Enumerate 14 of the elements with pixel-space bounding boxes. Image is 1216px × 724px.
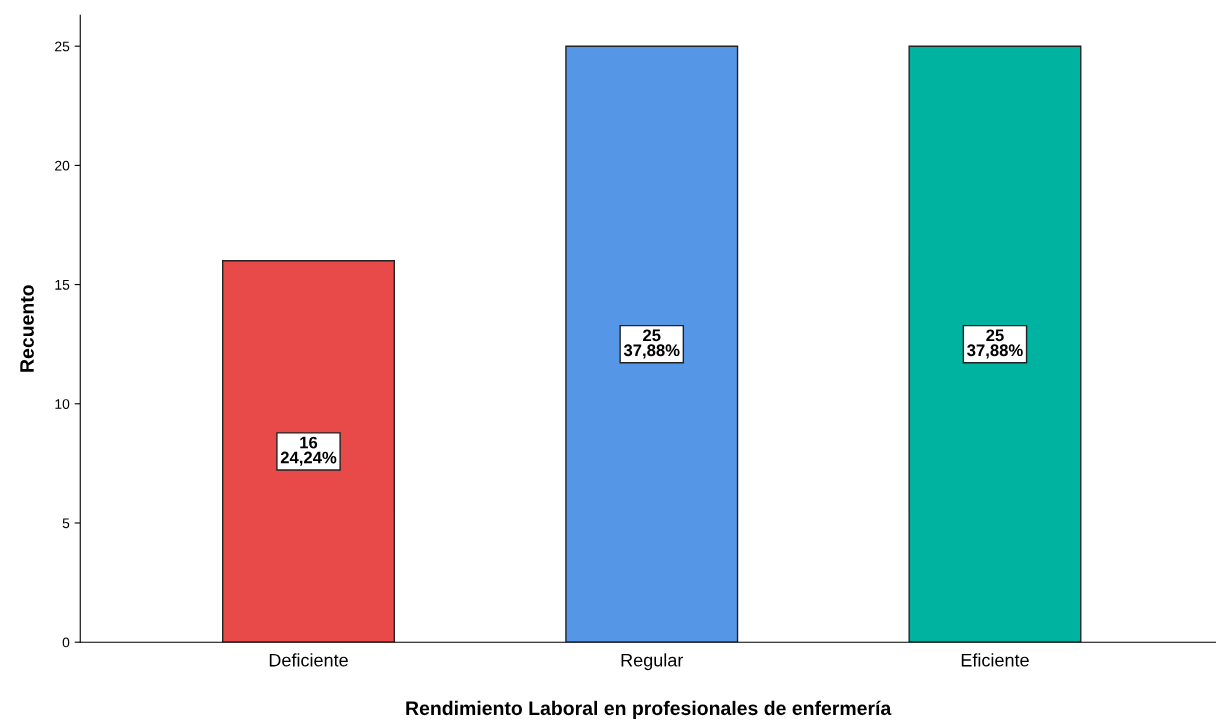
x-tick-label: Regular [621,653,684,671]
x-tick-label: Eficiente [961,653,1029,667]
data-label: 25 37,88% [967,329,1023,359]
y-tick-label: 25 [55,41,70,52]
y-axis-title: Recuento [20,285,34,372]
x-axis-title: Rendimiento Laboral en profesionales de enfermería [406,700,892,719]
y-tick-label: 5 [62,518,70,529]
y-tick-label: 10 [55,399,70,409]
y-tick-label: 20 [55,160,70,171]
y-tick-label: 0 [62,637,70,648]
y-tick-label: 15 [55,280,70,290]
data-label: 25 37,88% [623,329,680,359]
x-tick-label: Deficiente [269,653,348,667]
data-label: 16 24,24% [280,436,337,466]
